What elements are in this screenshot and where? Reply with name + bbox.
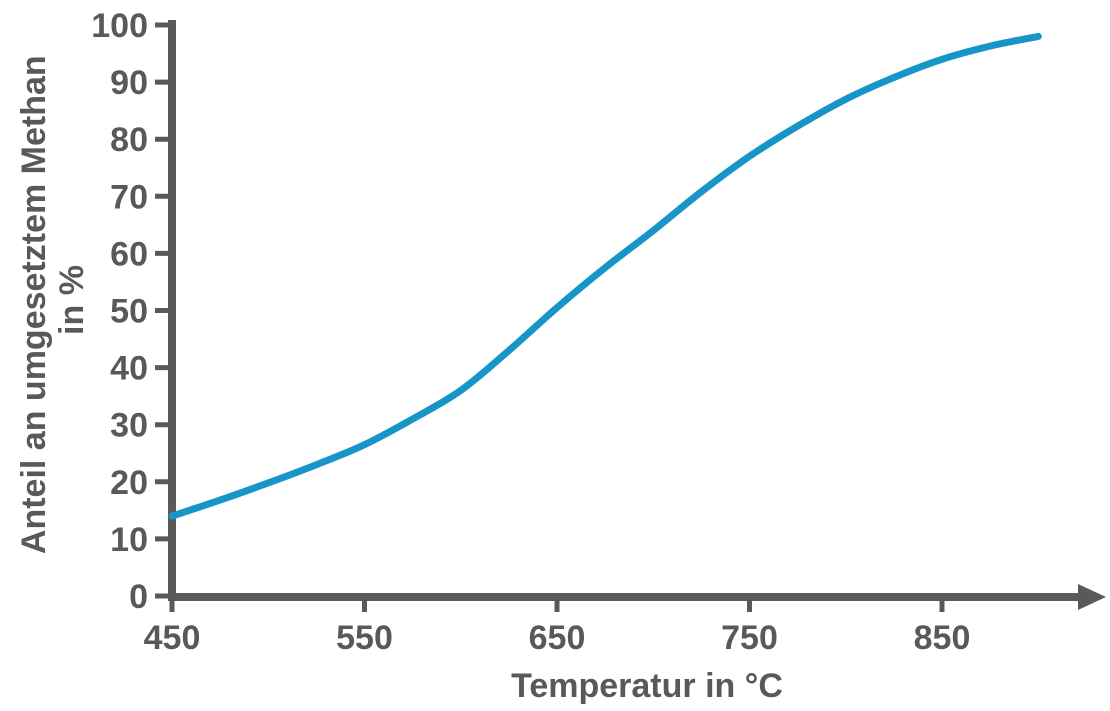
y-axis-tick-labels: 0 10 20 30 40 50 60 70 80 90 100 xyxy=(91,7,148,616)
y-tick-label: 0 xyxy=(129,578,148,616)
x-axis-arrow-icon xyxy=(1078,584,1106,610)
x-tick-label: 750 xyxy=(721,619,778,657)
x-axis-title: Temperatur in °C xyxy=(511,667,783,705)
y-tick-label: 50 xyxy=(110,293,148,331)
x-axis-ticks xyxy=(169,601,945,612)
y-tick-label: 10 xyxy=(110,521,148,559)
y-axis-title-line1: Anteil an umgesetztem Methan xyxy=(15,55,53,554)
y-axis-title-line2: in % xyxy=(53,265,91,335)
x-tick-label: 550 xyxy=(336,619,393,657)
x-tick-label: 850 xyxy=(914,619,971,657)
y-tick-label: 90 xyxy=(110,64,148,102)
conversion-curve xyxy=(168,32,1042,520)
x-axis-tick-labels: 450 550 650 750 850 xyxy=(144,619,971,657)
y-axis-title: Anteil an umgesetztem Methan in % xyxy=(15,46,91,554)
x-tick-label: 650 xyxy=(529,619,586,657)
y-tick-label: 40 xyxy=(110,350,148,388)
y-tick-label: 20 xyxy=(110,464,148,502)
y-tick-label: 30 xyxy=(110,407,148,445)
y-tick-label: 100 xyxy=(91,7,148,45)
y-tick-label: 80 xyxy=(110,121,148,159)
y-tick-label: 70 xyxy=(110,178,148,216)
y-tick-label: 60 xyxy=(110,235,148,273)
x-tick-label: 450 xyxy=(144,619,201,657)
